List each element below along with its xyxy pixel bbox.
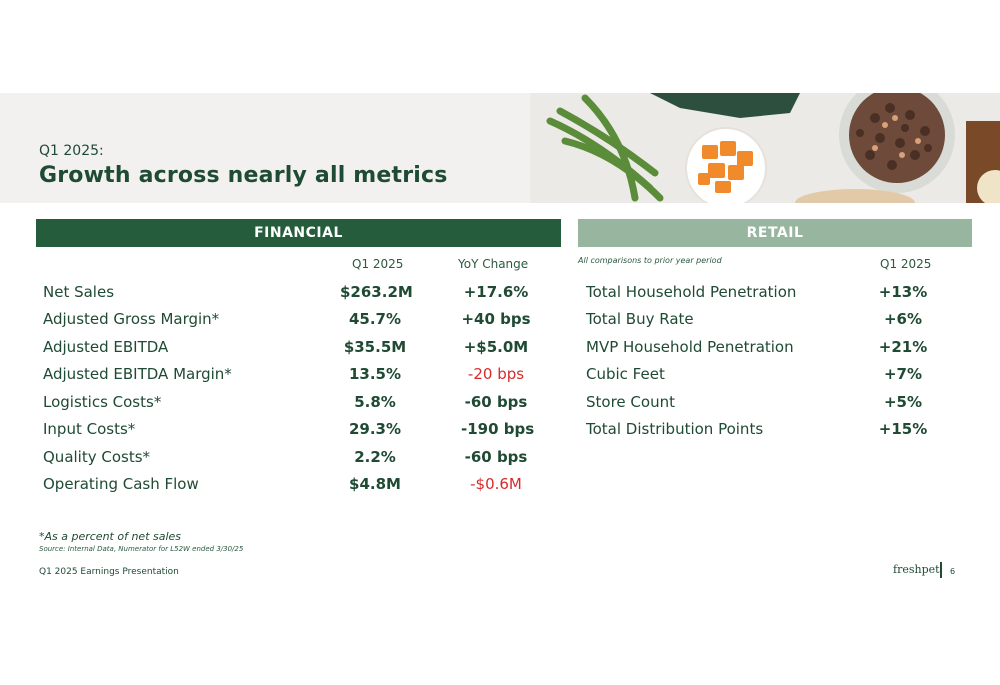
financial-row-change: -60 bps (464, 393, 528, 411)
freshpet-logo: freshpet (893, 563, 940, 576)
financial-row-label: Operating Cash Flow (43, 475, 199, 493)
financial-row-value: 29.3% (348, 420, 402, 438)
retail-row-value: +7% (883, 365, 923, 383)
header-banner: Q1 2025: Growth across nearly all metric… (0, 93, 1000, 203)
source-footnote: Source: Internal Data, Numerator for L52… (39, 545, 244, 553)
retail-row: Total Buy Rate +6% (586, 310, 966, 330)
retail-row: Total Household Penetration +13% (586, 283, 966, 303)
retail-row-label: Total Distribution Points (586, 420, 764, 438)
retail-row-label: Total Household Penetration (586, 283, 797, 301)
retail-row: Store Count +5% (586, 393, 966, 413)
financial-row-label: Adjusted Gross Margin* (43, 310, 220, 328)
financial-section-header: FINANCIAL (36, 219, 561, 247)
financial-row: Operating Cash Flow $4.8M -$0.6M (43, 475, 563, 495)
retail-row-label: MVP Household Penetration (586, 338, 794, 356)
percent-footnote: *As a percent of net sales (39, 530, 182, 543)
financial-row-change: +17.6% (463, 283, 529, 301)
slide: Q1 2025: Growth across nearly all metric… (0, 93, 1000, 590)
financial-row: Adjusted EBITDA Margin* 13.5% -20 bps (43, 365, 563, 385)
financial-row-label: Adjusted EBITDA Margin* (43, 365, 232, 383)
financial-period-column-header: Q1 2025 (352, 257, 404, 271)
financial-row-change: +$5.0M (463, 338, 529, 356)
financial-row-change: +40 bps (461, 310, 531, 328)
retail-row-label: Store Count (586, 393, 675, 411)
footer-divider (940, 562, 942, 578)
retail-row-value: +5% (883, 393, 923, 411)
retail-row-value: +21% (878, 338, 928, 356)
retail-comparison-note: All comparisons to prior year period (578, 256, 722, 265)
retail-row-label: Total Buy Rate (586, 310, 694, 328)
financial-row-label: Logistics Costs* (43, 393, 162, 411)
financial-row-value: 13.5% (348, 365, 402, 383)
financial-row: Input Costs* 29.3% -190 bps (43, 420, 563, 440)
retail-row-value: +6% (883, 310, 923, 328)
financial-row-label: Input Costs* (43, 420, 136, 438)
retail-period-column-header: Q1 2025 (880, 257, 932, 271)
retail-row-label: Cubic Feet (586, 365, 665, 383)
slide-title: Growth across nearly all metrics (39, 163, 448, 188)
retail-section-header: RETAIL (578, 219, 972, 247)
financial-row-change: -190 bps (461, 420, 535, 438)
financial-row-value: $4.8M (349, 475, 401, 493)
financial-row-label: Net Sales (43, 283, 115, 301)
financial-row: Net Sales $263.2M +17.6% (43, 283, 563, 303)
retail-row-value: +13% (878, 283, 928, 301)
retail-row-value: +15% (878, 420, 928, 438)
financial-row-change-negative: -$0.6M (470, 475, 522, 493)
presentation-footer: Q1 2025 Earnings Presentation (39, 567, 179, 577)
financial-row-value: 2.2% (354, 448, 396, 466)
financial-row: Adjusted EBITDA $35.5M +$5.0M (43, 338, 563, 358)
yoy-change-column-header: YoY Change (458, 257, 529, 271)
financial-row-label: Adjusted EBITDA (43, 338, 169, 356)
financial-row: Logistics Costs* 5.8% -60 bps (43, 393, 563, 413)
retail-row: Total Distribution Points +15% (586, 420, 966, 440)
financial-row-value: 45.7% (348, 310, 402, 328)
financial-row-change: -60 bps (464, 448, 528, 466)
food-photo-image (530, 93, 1000, 203)
retail-row: MVP Household Penetration +21% (586, 338, 966, 358)
financial-row-value: $35.5M (343, 338, 407, 356)
financial-row-value: 5.8% (354, 393, 396, 411)
financial-row-label: Quality Costs* (43, 448, 151, 466)
financial-row: Quality Costs* 2.2% -60 bps (43, 448, 563, 468)
retail-row: Cubic Feet +7% (586, 365, 966, 385)
page-number: 6 (950, 567, 956, 576)
financial-row-value: $263.2M (340, 283, 413, 301)
slide-subtitle: Q1 2025: (39, 143, 104, 159)
financial-row-change-negative: -20 bps (467, 365, 525, 383)
financial-row: Adjusted Gross Margin* 45.7% +40 bps (43, 310, 563, 330)
